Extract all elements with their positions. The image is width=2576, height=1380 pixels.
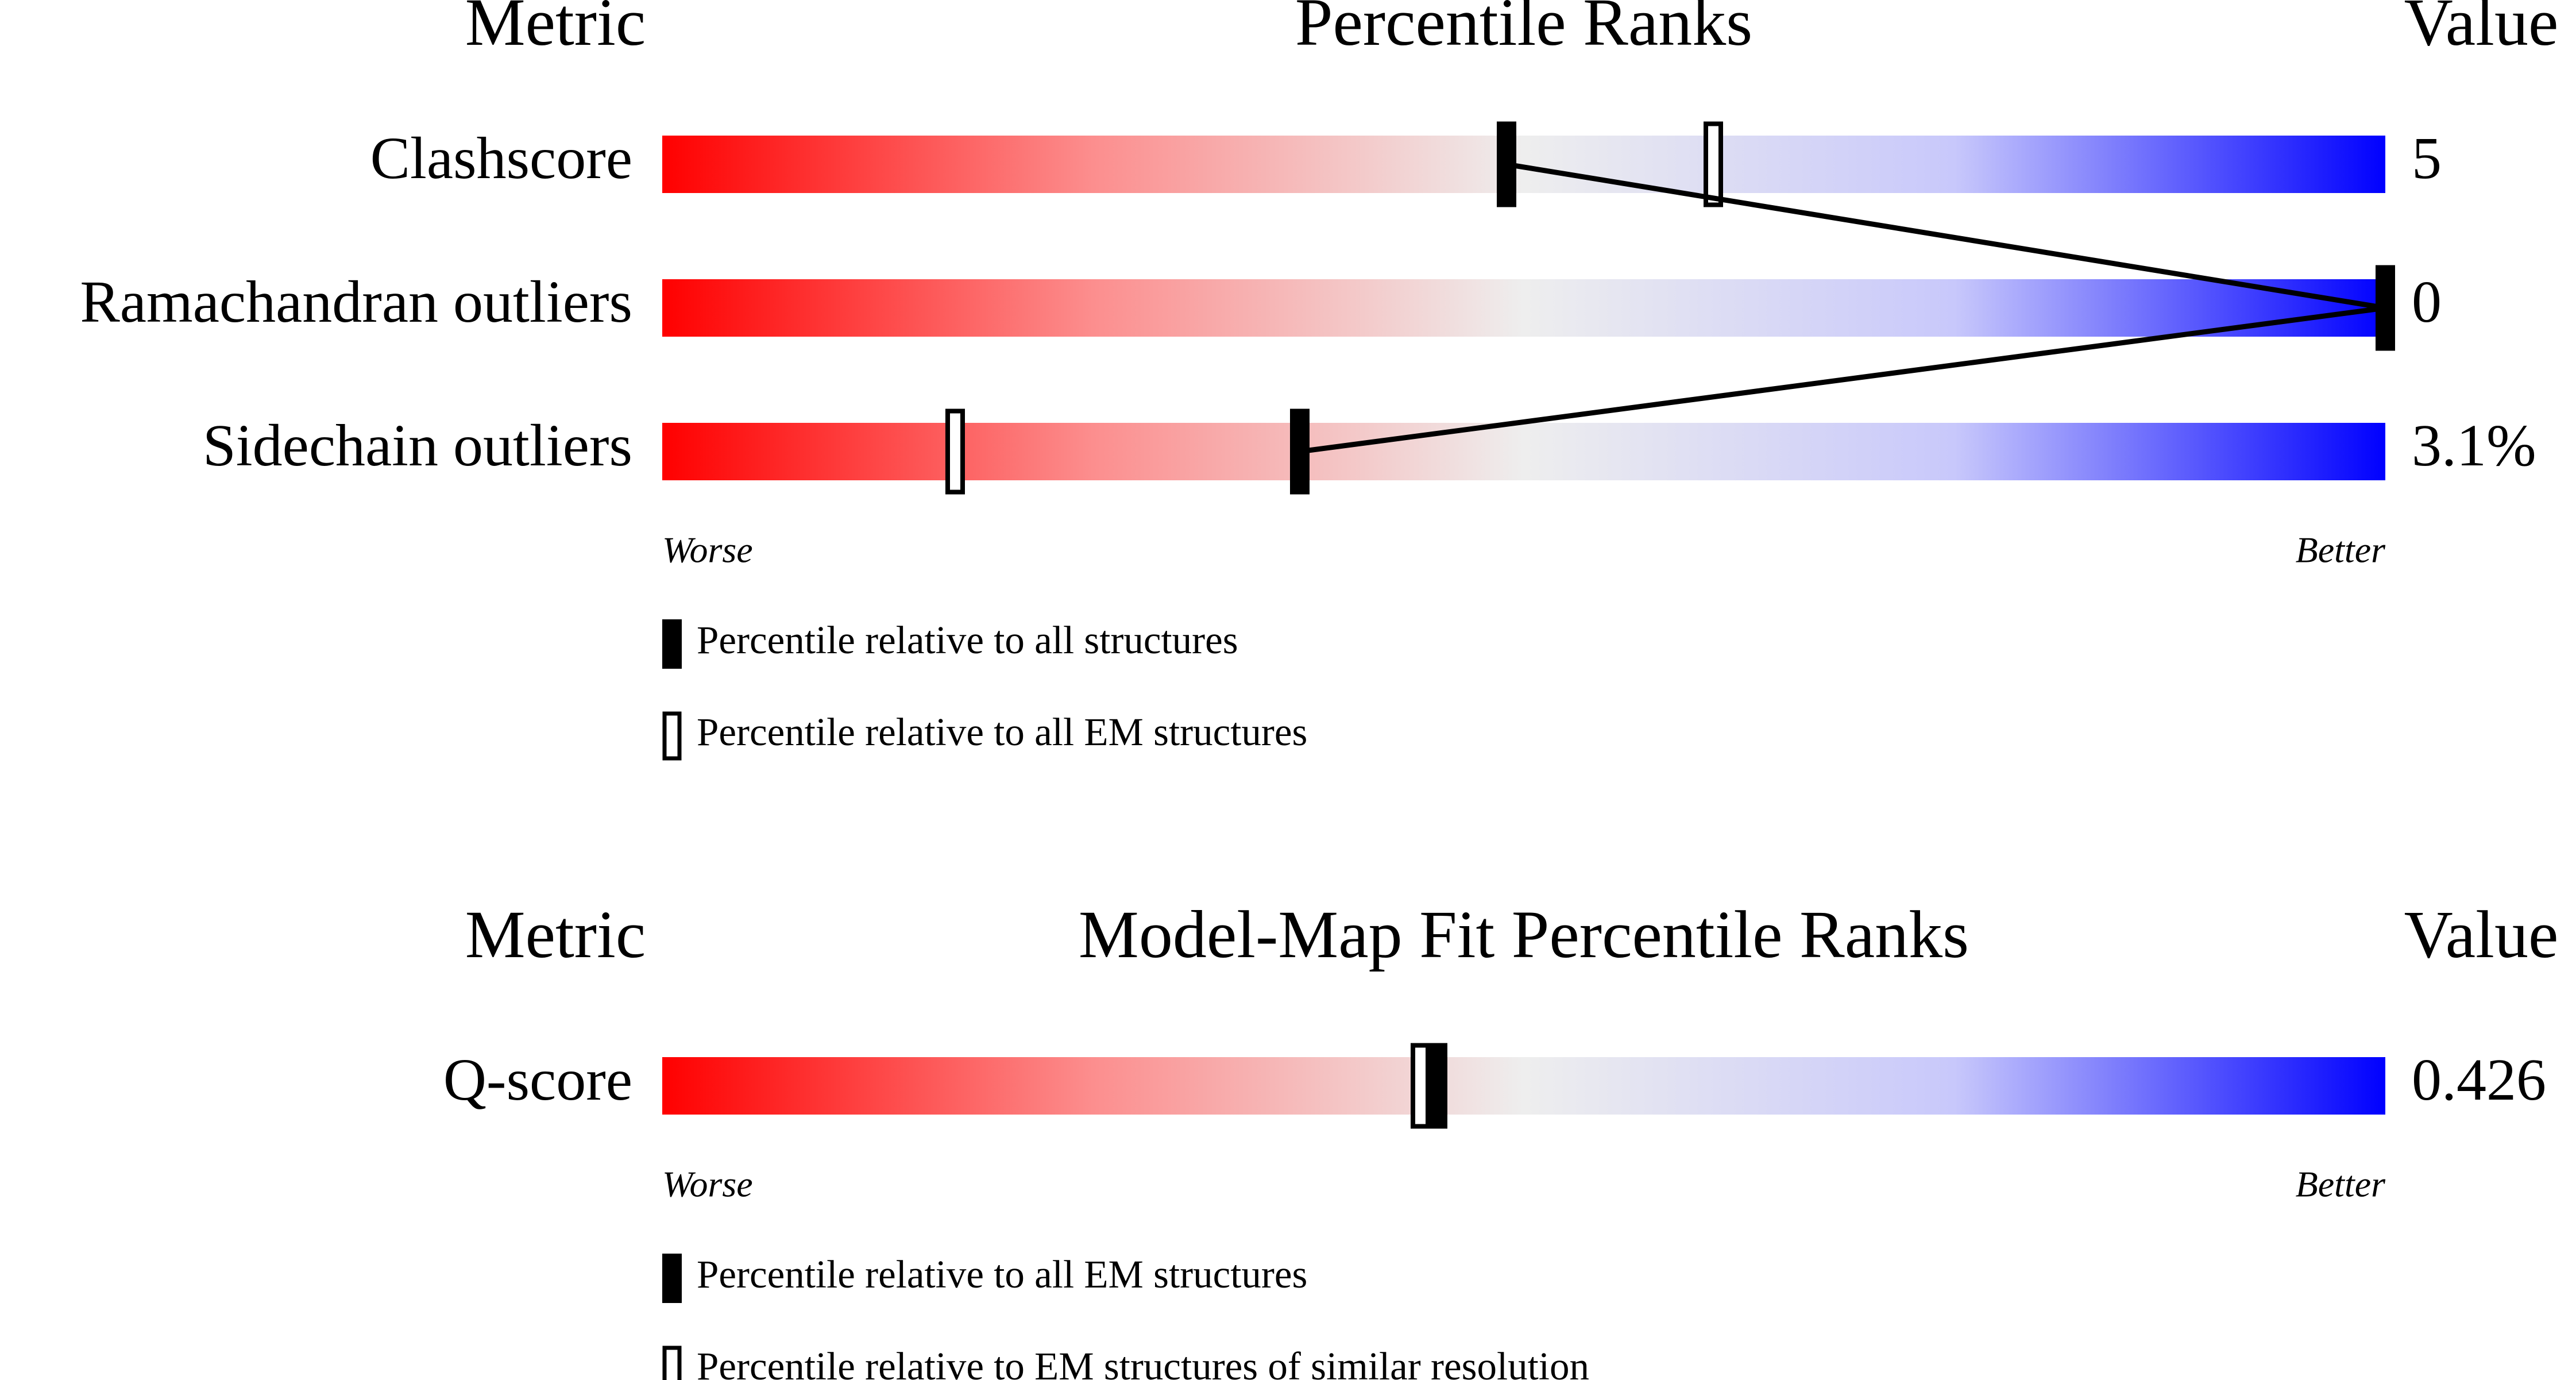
axis-label-worse: Worse <box>662 1164 753 1205</box>
percentile-marker <box>1290 408 1310 495</box>
percentile-marker-open <box>945 408 965 495</box>
metric-label: Ramachandran outliers <box>80 269 632 335</box>
axis-label-better: Better <box>2296 1164 2386 1205</box>
panel-title: Model-Map Fit Percentile Ranks <box>1079 897 1969 972</box>
legend-swatch <box>662 619 682 669</box>
percentile-marker <box>1497 121 1516 207</box>
percentile-marker-open <box>1411 1043 1430 1129</box>
panel-title: Percentile Ranks <box>1295 0 1752 60</box>
metric-value: 3.1% <box>2412 413 2536 479</box>
percentile-marker <box>1428 1043 1447 1129</box>
legend-label: Percentile relative to EM structures of … <box>697 1344 1589 1380</box>
percentile-marker <box>2376 265 2395 351</box>
value-header: Value <box>2404 0 2559 60</box>
legend-swatch <box>662 711 682 761</box>
metric-value: 5 <box>2412 125 2442 191</box>
legend-swatch <box>662 1346 682 1380</box>
legend-label: Percentile relative to all EM structures <box>697 1252 1307 1296</box>
percentile-marker-open <box>1704 121 1723 207</box>
percentile-bar <box>662 1057 2385 1115</box>
connector <box>1506 161 2386 311</box>
percentile-bar <box>662 279 2385 337</box>
percentile-bar <box>662 136 2385 193</box>
value-header: Value <box>2404 897 2559 972</box>
axis-label-better: Better <box>2296 530 2386 570</box>
legend-label: Percentile relative to all EM structures <box>697 710 1307 754</box>
metric-header: Metric <box>465 0 646 60</box>
metric-header: Metric <box>465 897 646 972</box>
legend-label: Percentile relative to all structures <box>697 618 1238 662</box>
metric-value: 0 <box>2412 269 2442 335</box>
metric-value: 0.426 <box>2412 1047 2546 1113</box>
legend-swatch <box>662 1254 682 1303</box>
connector <box>1299 305 2386 454</box>
metric-label: Clashscore <box>370 125 632 191</box>
percentile-bar <box>662 423 2385 480</box>
axis-label-worse: Worse <box>662 530 753 570</box>
metric-label: Q-score <box>443 1047 632 1113</box>
metric-label: Sidechain outliers <box>203 413 632 479</box>
